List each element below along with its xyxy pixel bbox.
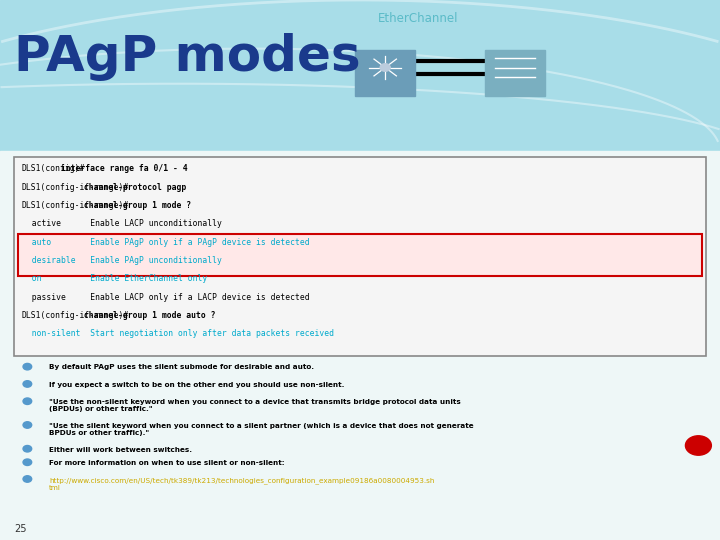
Text: DLS1(config-if-range)#: DLS1(config-if-range)# — [22, 311, 129, 320]
Text: auto        Enable PAgP only if a PAgP device is detected: auto Enable PAgP only if a PAgP device i… — [22, 238, 309, 247]
Text: For more information on when to use silent or non-silent:: For more information on when to use sile… — [49, 460, 284, 466]
Text: If you expect a switch to be on the other end you should use non-silent.: If you expect a switch to be on the othe… — [49, 382, 344, 388]
Text: By default PAgP uses the silent submode for desirable and auto.: By default PAgP uses the silent submode … — [49, 364, 314, 370]
Text: 25: 25 — [14, 523, 27, 534]
Text: passive     Enable LACP only if a LACP device is detected: passive Enable LACP only if a LACP devic… — [22, 293, 309, 302]
Text: active      Enable LACP unconditionally: active Enable LACP unconditionally — [22, 219, 222, 228]
Text: DLS1(config)#: DLS1(config)# — [22, 164, 85, 173]
Circle shape — [23, 363, 32, 370]
Text: DLS1(config-if-range)#: DLS1(config-if-range)# — [22, 201, 129, 210]
Text: interface range fa 0/1 - 4: interface range fa 0/1 - 4 — [55, 164, 187, 173]
Circle shape — [23, 446, 32, 452]
Circle shape — [23, 398, 32, 404]
Bar — [355, 50, 415, 96]
Bar — [485, 50, 545, 96]
Circle shape — [23, 476, 32, 482]
Bar — [18, 234, 702, 276]
Text: channel-protocol pagp: channel-protocol pagp — [79, 183, 186, 192]
Text: "Use the non-silent keyword when you connect to a device that transmits bridge p: "Use the non-silent keyword when you con… — [49, 399, 461, 412]
Text: http://www.cisco.com/en/US/tech/tk389/tk213/technologies_configuration_example09: http://www.cisco.com/en/US/tech/tk389/tk… — [49, 477, 434, 490]
Text: DLS1(config-if-range)#: DLS1(config-if-range)# — [22, 183, 129, 192]
Text: channel-group 1 mode auto ?: channel-group 1 mode auto ? — [79, 311, 216, 320]
Text: PAgP modes: PAgP modes — [14, 33, 361, 80]
Bar — [0, 151, 720, 540]
Circle shape — [23, 422, 32, 428]
Text: channel-group 1 mode ?: channel-group 1 mode ? — [79, 201, 192, 210]
Text: EtherChannel: EtherChannel — [378, 12, 459, 25]
Text: non-silent  Start negotiation only after data packets received: non-silent Start negotiation only after … — [22, 329, 333, 339]
Circle shape — [23, 459, 32, 465]
Text: Either will work between switches.: Either will work between switches. — [49, 447, 192, 453]
Bar — [14, 157, 706, 356]
Bar — [0, 0, 720, 151]
Circle shape — [23, 381, 32, 387]
Text: on          Enable EtherChannel only: on Enable EtherChannel only — [22, 274, 207, 284]
Text: desirable   Enable PAgP unconditionally: desirable Enable PAgP unconditionally — [22, 256, 222, 265]
Circle shape — [685, 436, 711, 455]
Circle shape — [380, 64, 390, 71]
Text: "Use the silent keyword when you connect to a silent partner (which is a device : "Use the silent keyword when you connect… — [49, 423, 474, 436]
